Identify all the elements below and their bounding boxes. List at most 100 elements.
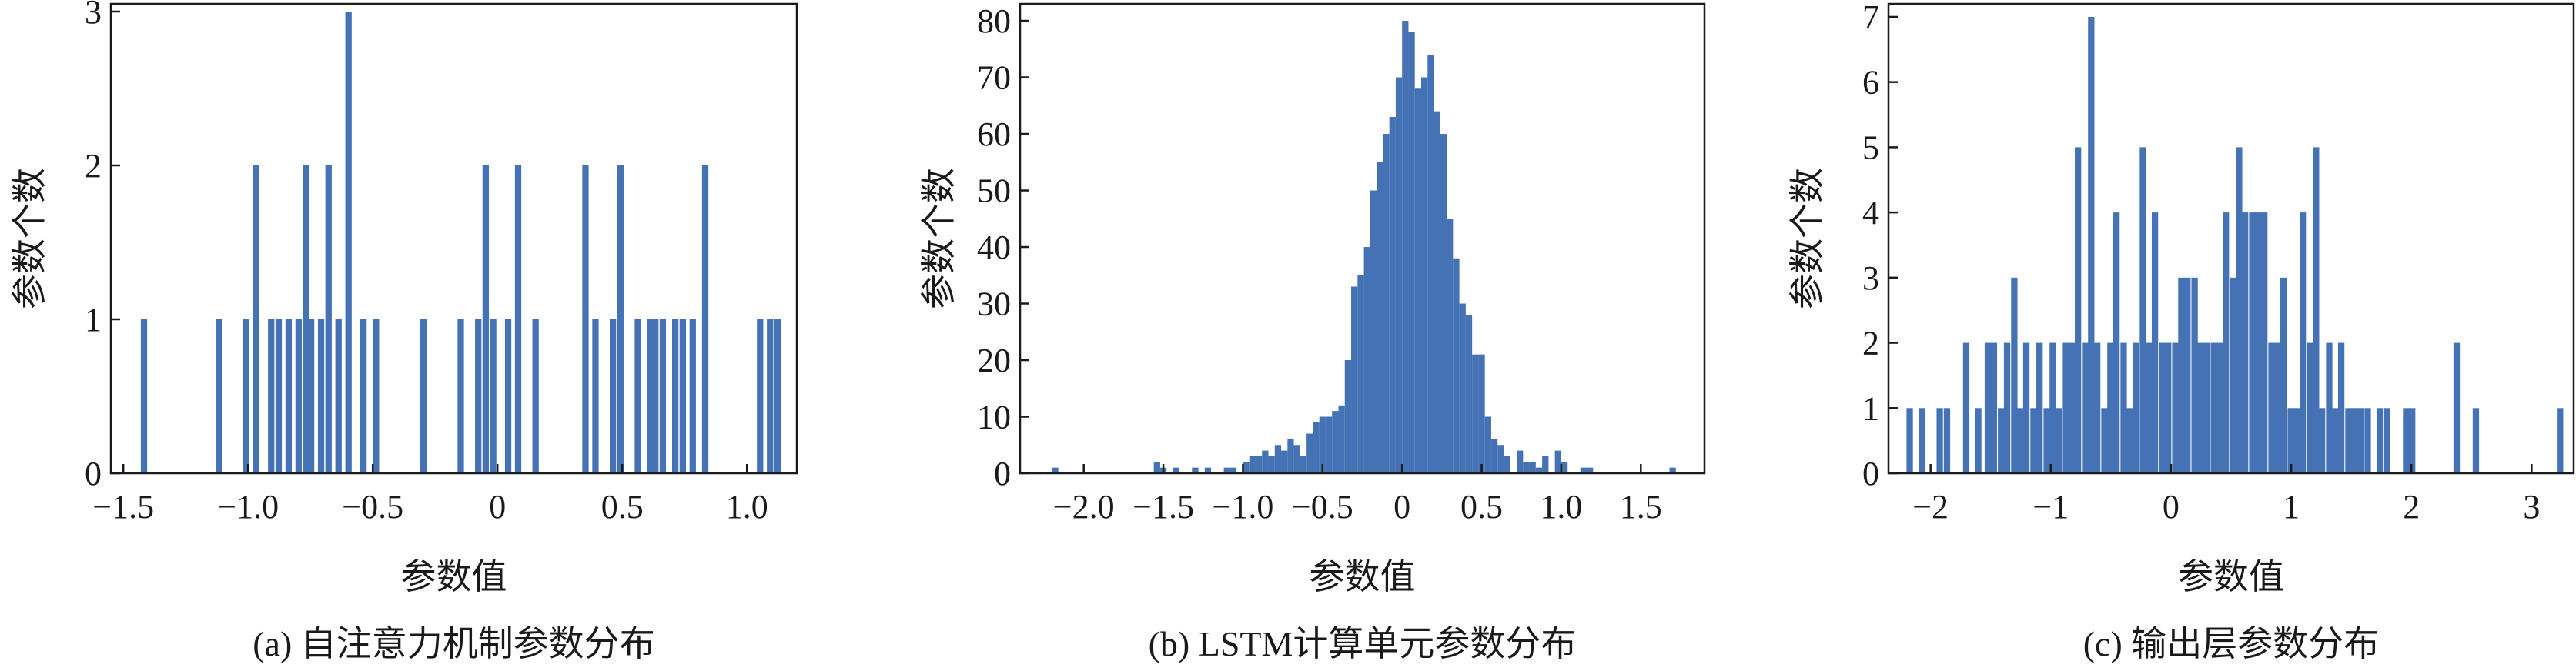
histogram-bar — [1357, 275, 1364, 473]
histogram-bar — [2384, 408, 2390, 473]
histogram-bar — [634, 319, 641, 473]
histogram-bar — [672, 319, 679, 473]
histogram-bar — [253, 165, 259, 473]
histogram-bar — [1389, 116, 1396, 474]
histogram-bar — [647, 319, 654, 473]
histogram-bar — [1465, 315, 1473, 473]
histogram-bar — [1587, 467, 1594, 473]
histogram-bar — [1363, 247, 1370, 473]
histogram-bar — [317, 319, 325, 473]
histogram-bar — [2313, 147, 2320, 473]
histogram-bar — [1287, 439, 1294, 473]
histogram-bar — [679, 319, 686, 473]
histogram-bar — [1484, 416, 1491, 473]
x-tick-label: 0.5 — [1460, 488, 1503, 526]
x-tick-label: 3 — [2523, 488, 2540, 526]
histogram-bar — [1249, 456, 1256, 473]
histogram-bar — [307, 319, 315, 473]
histogram-bar — [1243, 462, 1250, 473]
histogram-bar — [2409, 408, 2416, 473]
histogram-bar — [216, 319, 222, 473]
histogram-bar — [2268, 342, 2275, 473]
plot-frame — [1887, 2, 2575, 475]
histogram-bar — [475, 319, 482, 473]
y-tick-label: 2 — [85, 147, 102, 185]
histogram-bar — [1529, 462, 1536, 473]
histogram-bar — [1192, 467, 1199, 473]
histogram-bar — [1517, 450, 1524, 473]
histogram-bar — [2159, 342, 2166, 473]
y-axis-title: 参数个数 — [1788, 168, 1827, 309]
histogram-bar — [140, 319, 148, 473]
histogram-bar — [373, 319, 380, 473]
histogram-bar — [1338, 405, 1345, 473]
histogram-bar — [2113, 212, 2120, 473]
histogram-bar — [1472, 354, 1479, 473]
histogram-bar — [1504, 456, 1510, 473]
x-tick-label: −2.0 — [1053, 488, 1115, 526]
y-tick-label: 2 — [1862, 325, 1879, 362]
histogram-bar — [2210, 342, 2217, 473]
histogram-bar — [2230, 277, 2236, 473]
y-tick-label: 0 — [994, 455, 1011, 492]
histogram-bar — [504, 319, 512, 473]
histogram-bar — [1293, 445, 1300, 473]
histogram-bar — [360, 319, 367, 473]
histogram-bar — [592, 319, 599, 473]
histogram-bar — [2049, 342, 2056, 473]
histogram-bar — [1173, 467, 1179, 473]
histogram-bar — [2022, 342, 2030, 473]
x-tick-label: 0 — [2163, 488, 2180, 526]
histogram-bar — [1052, 467, 1059, 473]
histogram-bar — [2351, 408, 2358, 473]
x-tick-label: −0.5 — [342, 488, 403, 526]
histogram-bar — [1906, 408, 1913, 473]
histogram-bar — [2088, 16, 2095, 473]
histogram-bar — [482, 165, 490, 473]
histogram-bar — [2364, 408, 2371, 473]
histogram-bar — [2094, 342, 2101, 473]
x-tick-label: 0 — [489, 488, 506, 526]
histogram-bar — [1262, 450, 1269, 473]
histogram-bar — [1669, 467, 1676, 473]
histogram-bar — [2132, 342, 2139, 473]
y-tick-label: 80 — [977, 2, 1011, 40]
histogram-bar — [1421, 77, 1428, 474]
histogram-bar — [689, 319, 696, 473]
histogram-bar — [1427, 55, 1434, 473]
x-tick-label: −0.5 — [1292, 488, 1353, 526]
histogram-bar — [2191, 277, 2198, 473]
histogram-bar — [1351, 286, 1358, 473]
histogram-bar — [2107, 342, 2114, 473]
histogram-bar — [757, 319, 764, 473]
histogram-bar — [2261, 212, 2268, 473]
histogram-bar — [2151, 212, 2159, 473]
histogram-bar — [652, 319, 659, 473]
histogram-bar — [1344, 360, 1352, 473]
histogram-bar — [2345, 408, 2352, 473]
histogram-bar — [1319, 416, 1326, 473]
histogram-bar — [1535, 467, 1543, 473]
histogram-bar — [532, 319, 539, 473]
histogram-bar — [1440, 134, 1447, 474]
histogram-bar — [2030, 408, 2037, 473]
histogram-bar — [420, 319, 427, 473]
x-tick-label: 0 — [1393, 488, 1410, 526]
histogram-bar — [325, 165, 332, 473]
y-tick-label: 6 — [1862, 64, 1879, 102]
histogram-bar — [2318, 408, 2326, 473]
histogram-bar — [1459, 303, 1466, 473]
histogram-bar — [2069, 342, 2076, 473]
histogram-bar — [701, 165, 709, 473]
histogram-bar — [1447, 219, 1454, 473]
y-tick-label: 0 — [85, 455, 102, 492]
y-tick-label: 5 — [1862, 129, 1879, 166]
x-tick-label: −1 — [2032, 488, 2069, 526]
histogram-bar — [2249, 212, 2256, 473]
x-tick-label: −2 — [1912, 488, 1949, 526]
histogram-bar — [1370, 190, 1377, 473]
histogram-bar — [2011, 277, 2018, 473]
histogram-bar — [275, 319, 283, 473]
histogram-bar — [1478, 354, 1485, 473]
histogram-bar — [1962, 342, 1970, 473]
